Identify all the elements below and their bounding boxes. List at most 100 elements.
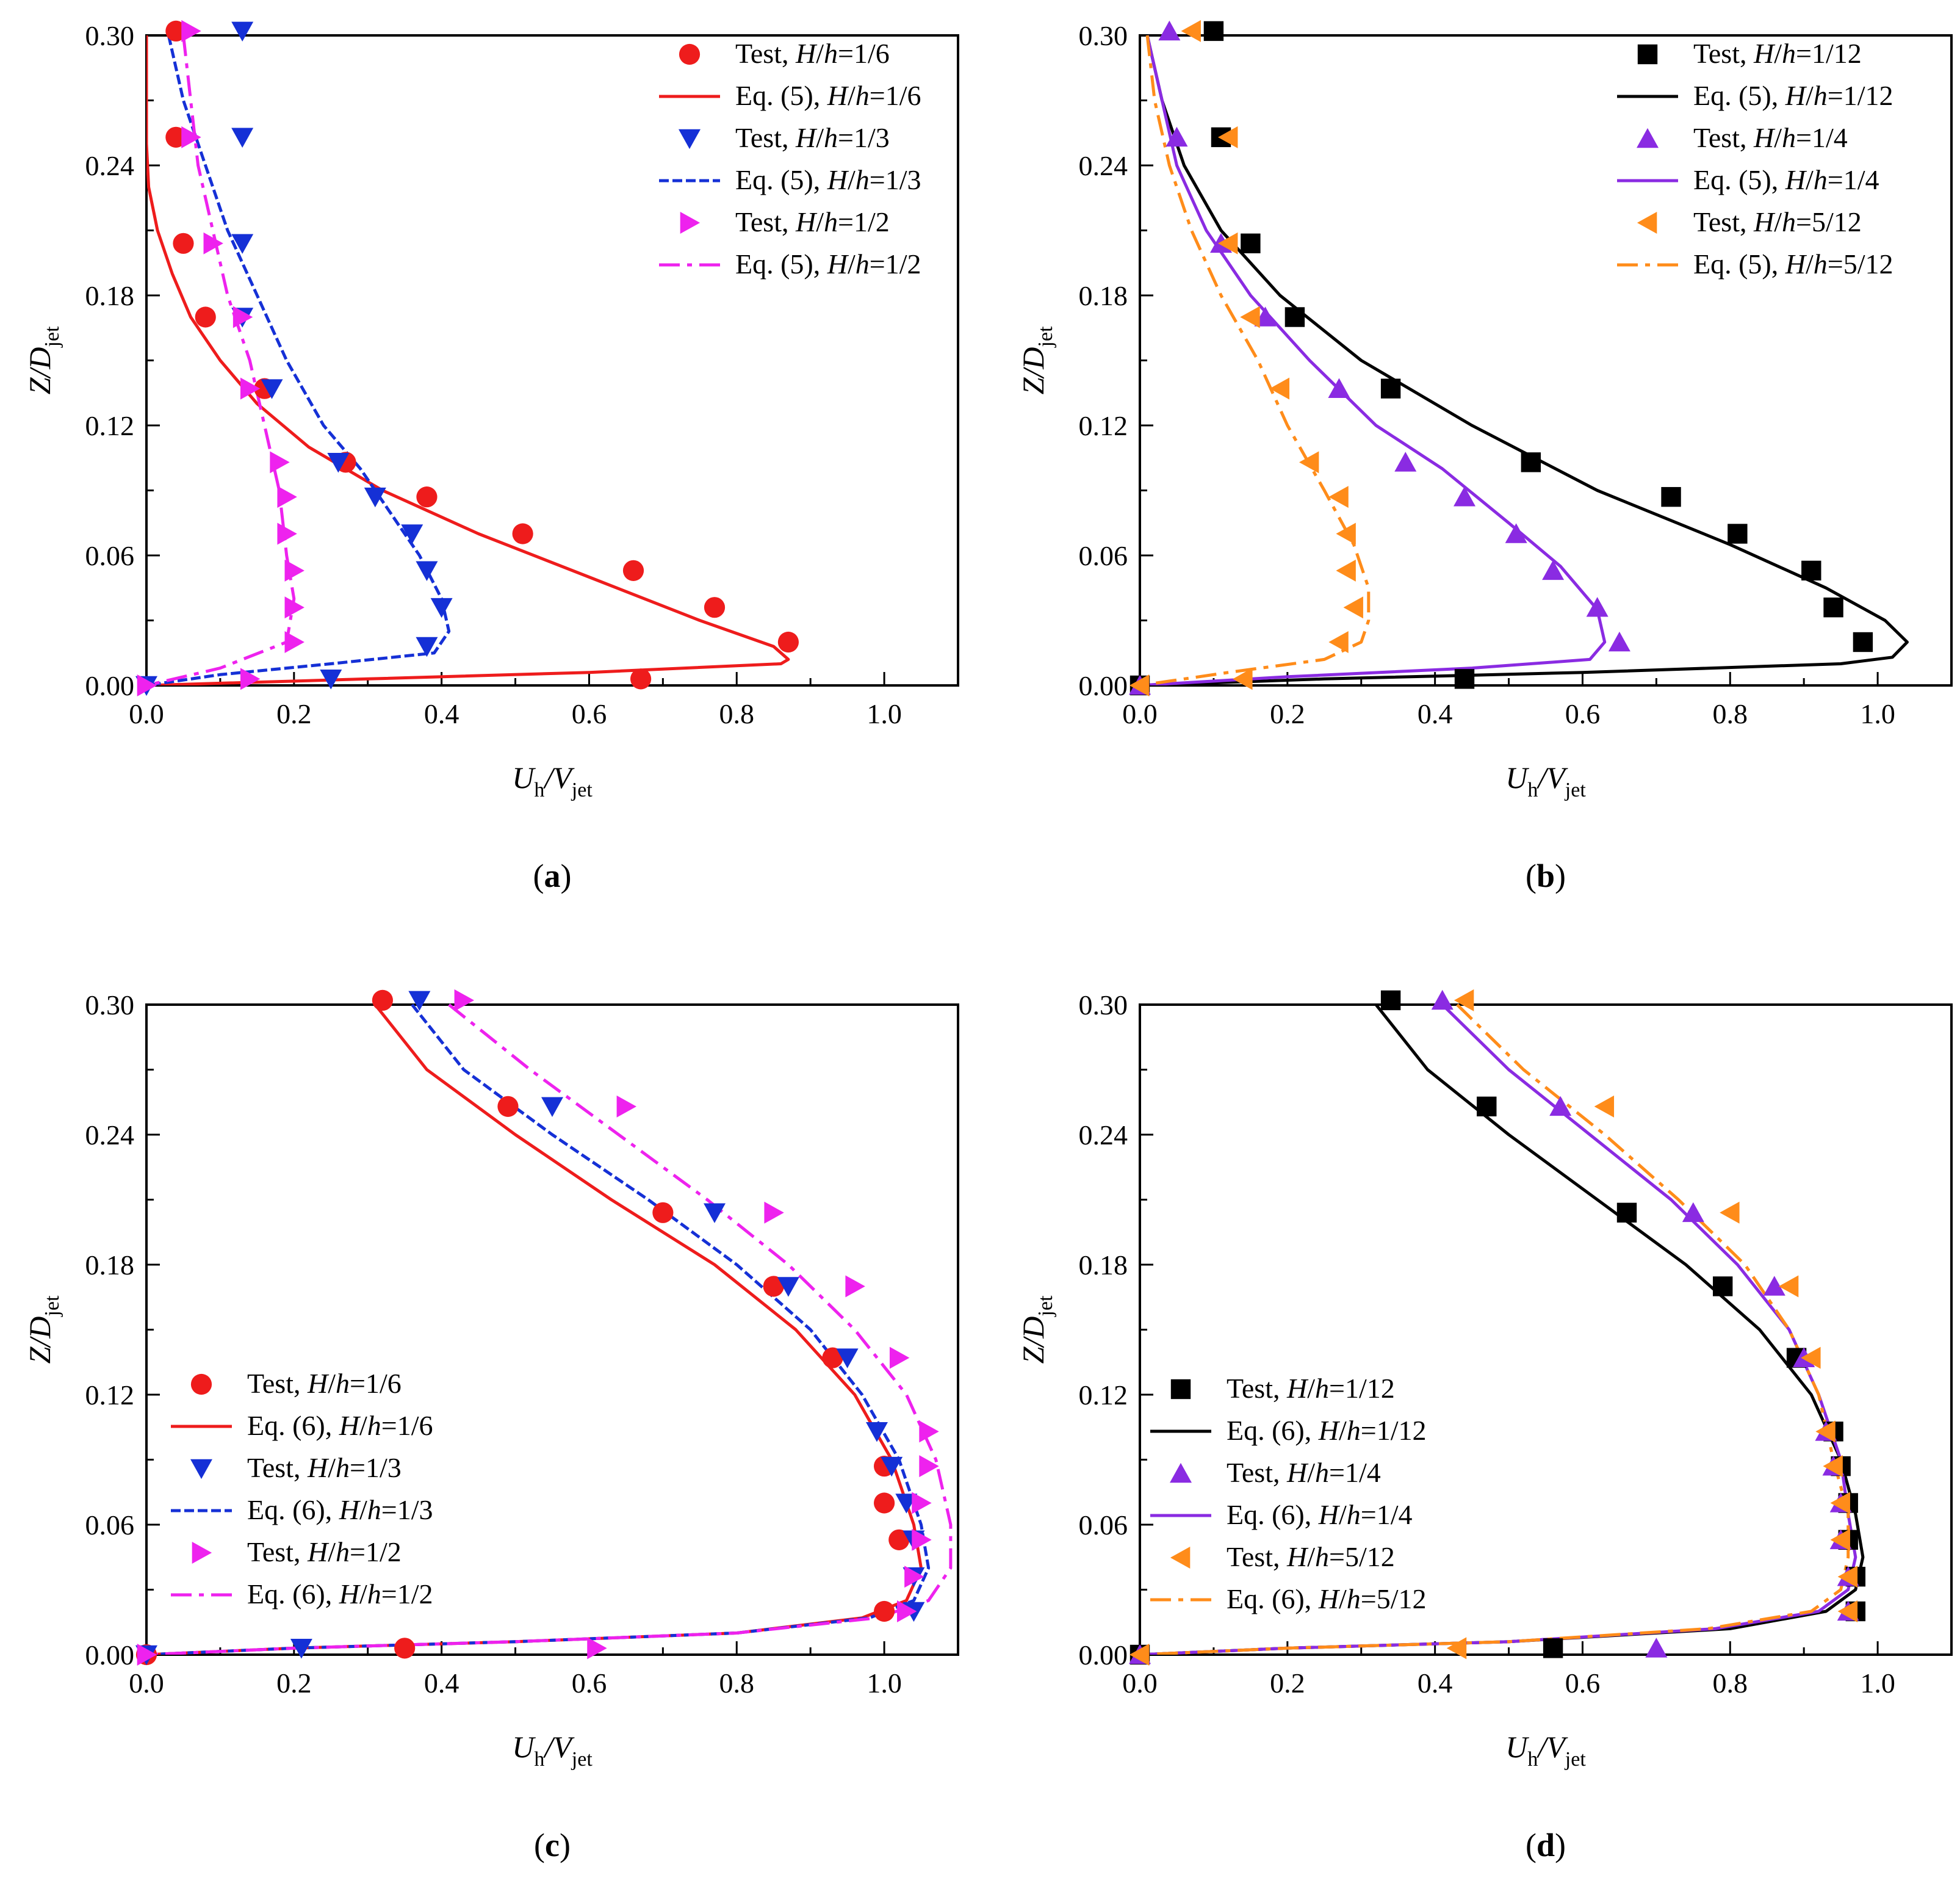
legend-label: Eq. (5), H/h=1/2 [735,248,921,280]
legend-item: Test, H/h=1/3 [190,1452,402,1483]
legend-item: Eq. (6), H/h=1/12 [1150,1415,1427,1446]
data-point [277,522,297,545]
panel-d: 0.0 0.2 0.4 0.6 0.8 1.00.000.060.120.180.240.… [1016,989,1953,1863]
fit-curve [1140,35,1909,685]
data-point [845,1275,865,1298]
data-point [1241,233,1261,253]
data-point [512,523,533,544]
fit-curve [1140,35,1371,685]
data-point [1299,451,1319,474]
legend-label: Test, H/h=1/12 [1693,38,1862,69]
x-tick-label: 0.2 [1270,1667,1305,1699]
panel-a: 0.0 0.2 0.4 0.6 0.8 1.00.000.060.120.180.240.… [23,20,959,894]
data-point [1284,307,1305,327]
data-point [290,1639,312,1659]
legend-label: Test, H/h=1/4 [1227,1457,1381,1488]
data-point [1682,1202,1704,1223]
legend-label: Eq. (6), H/h=1/3 [247,1494,433,1525]
data-point [889,1346,910,1369]
y-tick-label: 0.24 [1079,1119,1128,1151]
data-point [836,1348,859,1368]
y-tick-label: 0.06 [85,1509,135,1541]
y-tick-label: 0.30 [1079,989,1128,1021]
y-axis-title: Z/Djet [1016,1295,1057,1364]
legend-label: Eq. (5), H/h=1/4 [1693,164,1879,195]
x-tick-label: 0.6 [1565,1667,1601,1699]
y-tick-label: 0.06 [85,540,135,571]
legend-marker [1170,1379,1191,1400]
data-point [888,1529,910,1550]
x-tick-label: 0.8 [1713,1667,1748,1699]
y-tick-label: 0.00 [85,1639,135,1671]
data-point [630,668,652,690]
legend-label: Test, H/h=1/12 [1227,1373,1395,1404]
y-axis-title: Z/Djet [1016,326,1057,394]
x-tick-label: 0.8 [719,698,755,729]
x-tick-label: 0.2 [276,1667,312,1699]
data-point [1712,1276,1733,1296]
data-point [137,1644,157,1666]
data-point [1720,1201,1740,1224]
data-point [1801,1346,1821,1369]
legend-label: Eq. (5), H/h=1/6 [735,80,921,111]
x-axis-title: Uh/Vjet [512,1730,593,1771]
data-point [1477,1096,1497,1117]
legend-label: Test, H/h=1/2 [735,206,890,237]
y-tick-label: 0.30 [1079,20,1128,51]
data-point [1328,631,1349,653]
legend-item: Eq. (5), H/h=5/12 [1617,248,1893,280]
x-tick-label: 0.4 [1418,1667,1453,1699]
data-point [1586,597,1609,617]
legend-item: Test, H/h=1/2 [680,206,890,237]
y-tick-label: 0.00 [1079,1639,1128,1671]
test-series [1129,989,1858,1666]
panel-label: (b) [1526,858,1566,894]
legend-label: Eq. (6), H/h=1/6 [247,1410,433,1441]
legend-label: Test, H/h=5/12 [1693,206,1862,237]
data-point [1778,1275,1799,1298]
data-point [1837,1566,1858,1588]
data-point [1336,559,1356,582]
data-point [1661,486,1681,507]
x-tick-label: 1.0 [1860,1667,1895,1699]
data-point [364,487,386,508]
data-point [541,1097,563,1117]
legend-label: Test, H/h=5/12 [1227,1541,1395,1572]
data-point [232,306,253,328]
x-tick-label: 0.2 [1270,698,1305,729]
data-point [1217,232,1238,255]
data-point [652,1202,674,1223]
y-tick-label: 0.24 [1079,150,1128,181]
data-point [1328,486,1349,508]
legend-item: Eq. (5), H/h=1/6 [659,80,921,111]
legend-label: Eq. (6), H/h=1/2 [247,1578,433,1610]
legend-item: Eq. (5), H/h=1/2 [659,248,921,280]
data-point [622,560,644,581]
legend: Test, H/h=1/6 Eq. (5), H/h=1/6 Test, H/h=1… [659,38,921,280]
fit-curve [146,1003,953,1655]
data-point [497,1096,519,1117]
legend-label: Test, H/h=1/3 [247,1452,402,1483]
data-point [231,128,254,148]
data-point [919,1455,939,1478]
x-tick-label: 0.6 [572,1667,607,1699]
data-point [1380,990,1401,1011]
legend-item: Eq. (6), H/h=1/2 [171,1578,433,1610]
data-point [897,1600,917,1622]
x-tick-label: 0.4 [1418,698,1453,729]
data-point [181,126,201,148]
panel-b: 0.0 0.2 0.4 0.6 0.8 1.00.000.060.120.180.240.… [1016,20,1953,894]
legend-label: Eq. (5), H/h=1/12 [1693,80,1893,111]
data-point [1823,1455,1843,1478]
x-tick-label: 1.0 [1860,698,1895,729]
legend-item: Test, H/h=1/4 [1637,122,1848,153]
data-point [912,1492,932,1514]
legend-marker [1170,1547,1191,1569]
data-point [1823,598,1843,618]
legend-item: Eq. (6), H/h=5/12 [1150,1583,1427,1614]
data-point [1853,632,1873,652]
y-tick-label: 0.18 [85,280,135,311]
y-tick-label: 0.06 [1079,540,1128,571]
data-point [1608,631,1630,652]
legend-item: Eq. (6), H/h=1/6 [171,1410,433,1441]
